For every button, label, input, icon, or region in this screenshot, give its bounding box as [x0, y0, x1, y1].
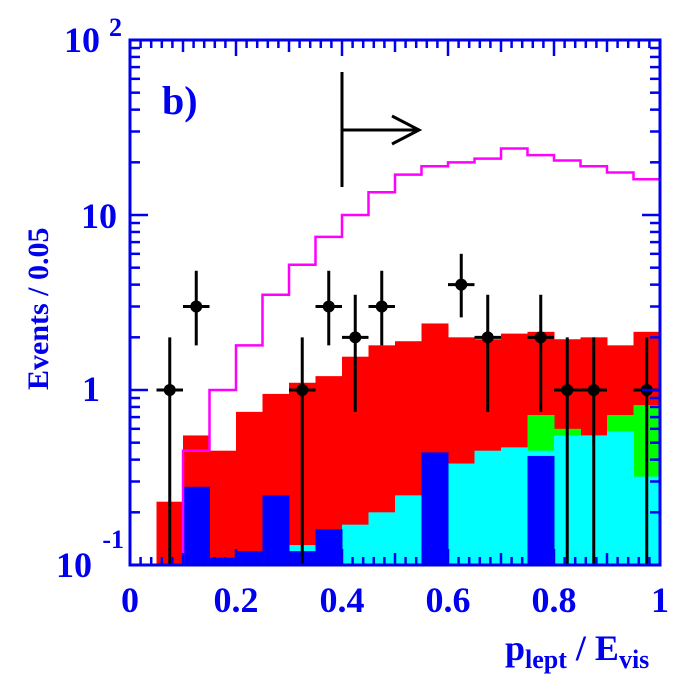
- y-axis-label: Events / 0.05: [22, 227, 55, 390]
- plot-content: [130, 72, 661, 567]
- cyan-bar: [448, 463, 475, 565]
- blue-bar: [236, 551, 263, 565]
- blue-bar: [183, 486, 210, 565]
- blue-bar: [209, 557, 237, 565]
- signal-line: [130, 147, 660, 567]
- x-tick-label: 0: [121, 580, 139, 620]
- cyan-bar: [607, 431, 634, 565]
- cyan-bar: [368, 512, 396, 565]
- data-point: [322, 300, 335, 313]
- data-point: [349, 331, 362, 344]
- x-tick-label: 0.6: [426, 580, 471, 620]
- data-point: [455, 278, 468, 291]
- red-bar: [236, 411, 263, 565]
- axis-ticks: [128, 38, 662, 567]
- tick-labels: 0 0.2 0.4 0.6 0.8 1 10 2 10 1 10 -1: [56, 13, 669, 620]
- data-point: [481, 331, 494, 344]
- data-point: [587, 384, 600, 396]
- y-tick-label-01-exp: -1: [102, 525, 124, 554]
- y-tick-label-100-base: 10: [64, 20, 100, 60]
- cut-arrowhead: [391, 114, 423, 146]
- cyan-bar: [474, 450, 502, 565]
- blue-bar: [527, 455, 555, 565]
- blue-bar: [421, 452, 449, 565]
- x-tick-label: 1: [651, 580, 669, 620]
- y-tick-label-01-base: 10: [56, 545, 92, 585]
- blue-bar: [262, 495, 290, 565]
- cyan-bar: [501, 447, 528, 565]
- data-point: [296, 384, 309, 396]
- panel-label: b): [162, 78, 198, 123]
- data-point: [561, 384, 574, 396]
- y-tick-label-10: 10: [81, 196, 117, 236]
- x-axis-label: plept / Evis: [505, 628, 649, 674]
- y-tick-label-100-exp: 2: [109, 13, 122, 42]
- x-tick-label: 0.8: [532, 580, 577, 620]
- y-tick-label-1: 1: [82, 369, 100, 409]
- red-bar: [209, 450, 237, 565]
- data-point: [375, 300, 388, 313]
- data-point: [163, 384, 176, 396]
- data-point: [534, 331, 547, 344]
- x-tick-label: 0.4: [320, 580, 365, 620]
- x-tick-label: 0.2: [214, 580, 259, 620]
- data-point: [190, 300, 203, 313]
- cyan-bar: [342, 524, 369, 565]
- cyan-bar: [395, 495, 422, 565]
